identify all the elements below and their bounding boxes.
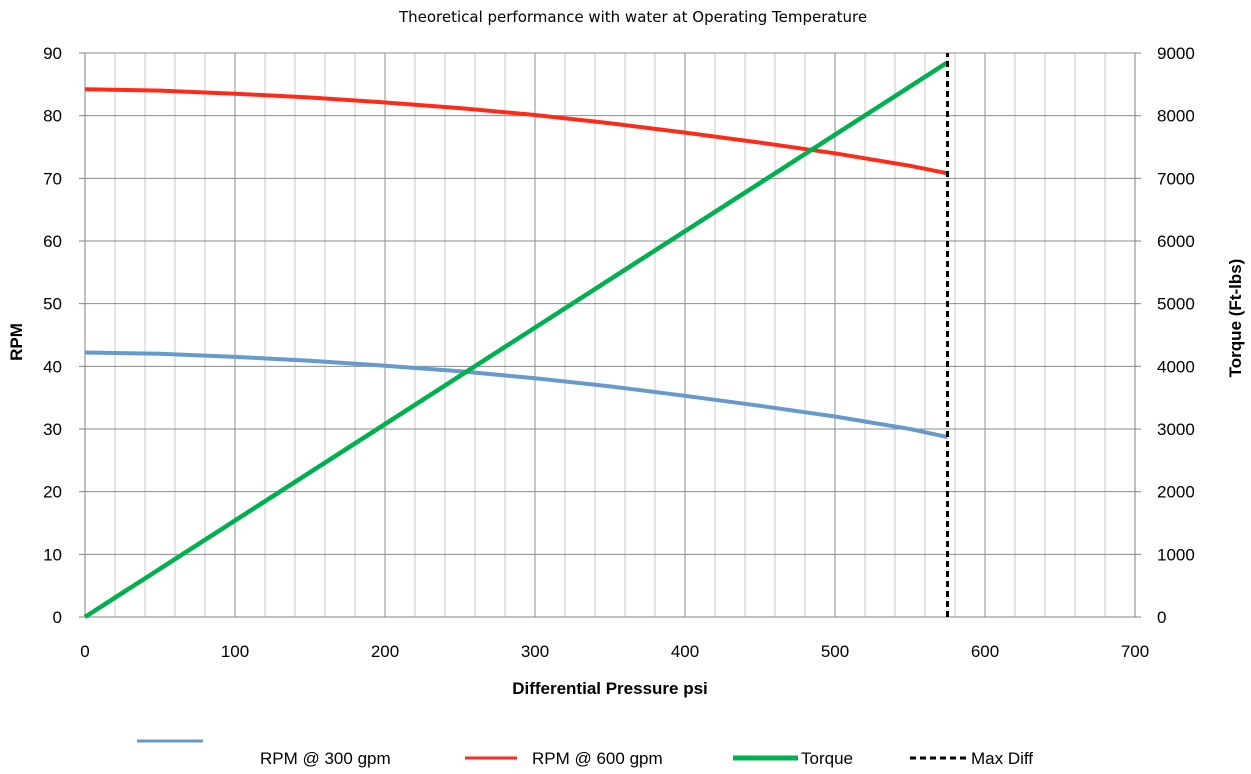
y-tick-label: 90 <box>43 44 62 63</box>
y2-tick-labels: 0 1000 2000 3000 4000 5000 6000 7000 8000 9000 <box>1157 44 1195 627</box>
y-tick-label: 40 <box>43 357 62 376</box>
y2-tick-label: 0 <box>1157 608 1166 627</box>
series-line-rpm-300-gpm <box>84 350 948 440</box>
x-tick-label: 500 <box>821 642 849 661</box>
y-tick-label: 60 <box>43 232 62 251</box>
legend-label-max-diff: Max Diff <box>971 749 1033 768</box>
x-tick-label: 0 <box>80 642 89 661</box>
y2-tick-label: 7000 <box>1157 169 1195 188</box>
legend-label-rpm-300-gpm: RPM @ 300 gpm <box>260 749 391 768</box>
y2-tick-label: 4000 <box>1157 357 1195 376</box>
chart-title: Theoretical performance with water at Op… <box>398 8 867 26</box>
y-tick-labels: 0 10 20 30 40 50 60 70 80 90 <box>43 44 62 627</box>
y-axis-label: RPM <box>7 323 26 361</box>
major-gridlines <box>84 52 1136 618</box>
legend: RPM @ 300 gpm RPM @ 600 gpm Torque Max Diff <box>137 739 1033 768</box>
legend-label-torque: Torque <box>801 749 853 768</box>
x-tick-label: 600 <box>971 642 999 661</box>
y-tick-label: 10 <box>43 545 62 564</box>
series-line-torque <box>83 60 949 619</box>
y-tick-label: 0 <box>53 608 62 627</box>
y2-tick-label: 8000 <box>1157 107 1195 126</box>
x-tick-label: 100 <box>221 642 249 661</box>
y2-tick-label: 2000 <box>1157 483 1195 502</box>
axes <box>79 52 1141 618</box>
y2-axis-label: Torque (Ft-lbs) <box>1226 259 1245 378</box>
y2-tick-label: 1000 <box>1157 545 1195 564</box>
y-tick-label: 50 <box>43 295 62 314</box>
x-tick-labels: 0 100 200 300 400 500 600 700 <box>80 642 1149 661</box>
series-lines <box>83 53 949 619</box>
legend-label-rpm-600-gpm: RPM @ 600 gpm <box>532 749 663 768</box>
x-tick-label: 400 <box>671 642 699 661</box>
y2-tick-label: 6000 <box>1157 232 1195 251</box>
x-tick-label: 300 <box>521 642 549 661</box>
x-axis-label: Differential Pressure psi <box>512 679 708 698</box>
y-tick-label: 80 <box>43 107 62 126</box>
y2-tick-label: 5000 <box>1157 295 1195 314</box>
y-tick-label: 30 <box>43 420 62 439</box>
x-tick-label: 700 <box>1121 642 1149 661</box>
x-tick-label: 200 <box>371 642 399 661</box>
series-line-rpm-600-gpm <box>84 87 948 176</box>
minor-gridlines <box>114 53 1106 617</box>
y-tick-label: 20 <box>43 483 62 502</box>
y2-tick-label: 3000 <box>1157 420 1195 439</box>
y-tick-label: 70 <box>43 169 62 188</box>
y2-tick-label: 9000 <box>1157 44 1195 63</box>
